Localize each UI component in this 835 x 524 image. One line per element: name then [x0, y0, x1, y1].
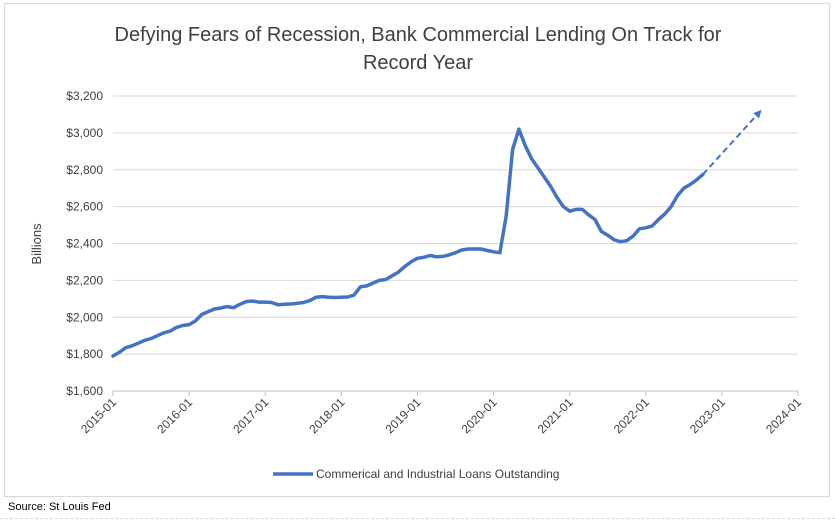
x-axis — [112, 390, 799, 396]
x-tick-label: 2016-01 — [154, 395, 195, 436]
x-tick-label: 2019-01 — [383, 395, 424, 436]
trend-projection-arrow — [702, 109, 762, 176]
x-axis-ticks: 2015-01 2016-01 2017-01 2018-01 2019-01 2020-… — [78, 395, 804, 436]
x-tick-label: 2020-01 — [459, 395, 500, 436]
y-tick-label: $2,200 — [66, 273, 103, 287]
y-tick-label: $2,400 — [66, 237, 103, 251]
y-tick-label: $2,600 — [66, 200, 103, 214]
x-tick-label: 2024-01 — [763, 395, 804, 436]
legend: Commerical and Industrial Loans Outstand… — [273, 467, 559, 481]
chart-title-line: Defying Fears of Recession, Bank Commerc… — [115, 24, 722, 46]
gridlines — [113, 95, 798, 355]
line-chart: Defying Fears of Recession, Bank Commerc… — [29, 24, 804, 481]
divider — [0, 518, 835, 519]
x-tick-label: 2022-01 — [611, 395, 652, 436]
y-tick-label: $1,800 — [66, 347, 103, 361]
y-axis-label: Billions — [29, 223, 44, 265]
legend-label: Commerical and Industrial Loans Outstand… — [316, 467, 559, 481]
y-tick-label: $2,800 — [66, 163, 103, 177]
series-line-ci-loans — [111, 127, 705, 358]
chart-title: Defying Fears of Recession, Bank Commerc… — [115, 24, 722, 74]
series-lines — [111, 109, 762, 358]
x-tick-label: 2023-01 — [687, 395, 728, 436]
x-tick-label: 2017-01 — [230, 395, 271, 436]
y-tick-label: $2,000 — [66, 310, 103, 324]
source-note: Source: St Louis Fed — [8, 501, 111, 513]
x-tick-label: 2015-01 — [78, 395, 119, 436]
x-tick-label: 2021-01 — [535, 395, 576, 436]
y-tick-label: $1,600 — [66, 384, 103, 398]
chart-frame: Defying Fears of Recession, Bank Commerc… — [4, 3, 830, 497]
y-tick-label: $3,200 — [66, 89, 103, 103]
y-axis-ticks: $1,600 $1,800 $2,000 $2,200 $2,400 $2,600 $2,8… — [66, 89, 103, 398]
y-tick-label: $3,000 — [66, 126, 103, 140]
x-tick-label: 2018-01 — [306, 395, 347, 436]
chart-title-line: Record Year — [363, 52, 473, 74]
